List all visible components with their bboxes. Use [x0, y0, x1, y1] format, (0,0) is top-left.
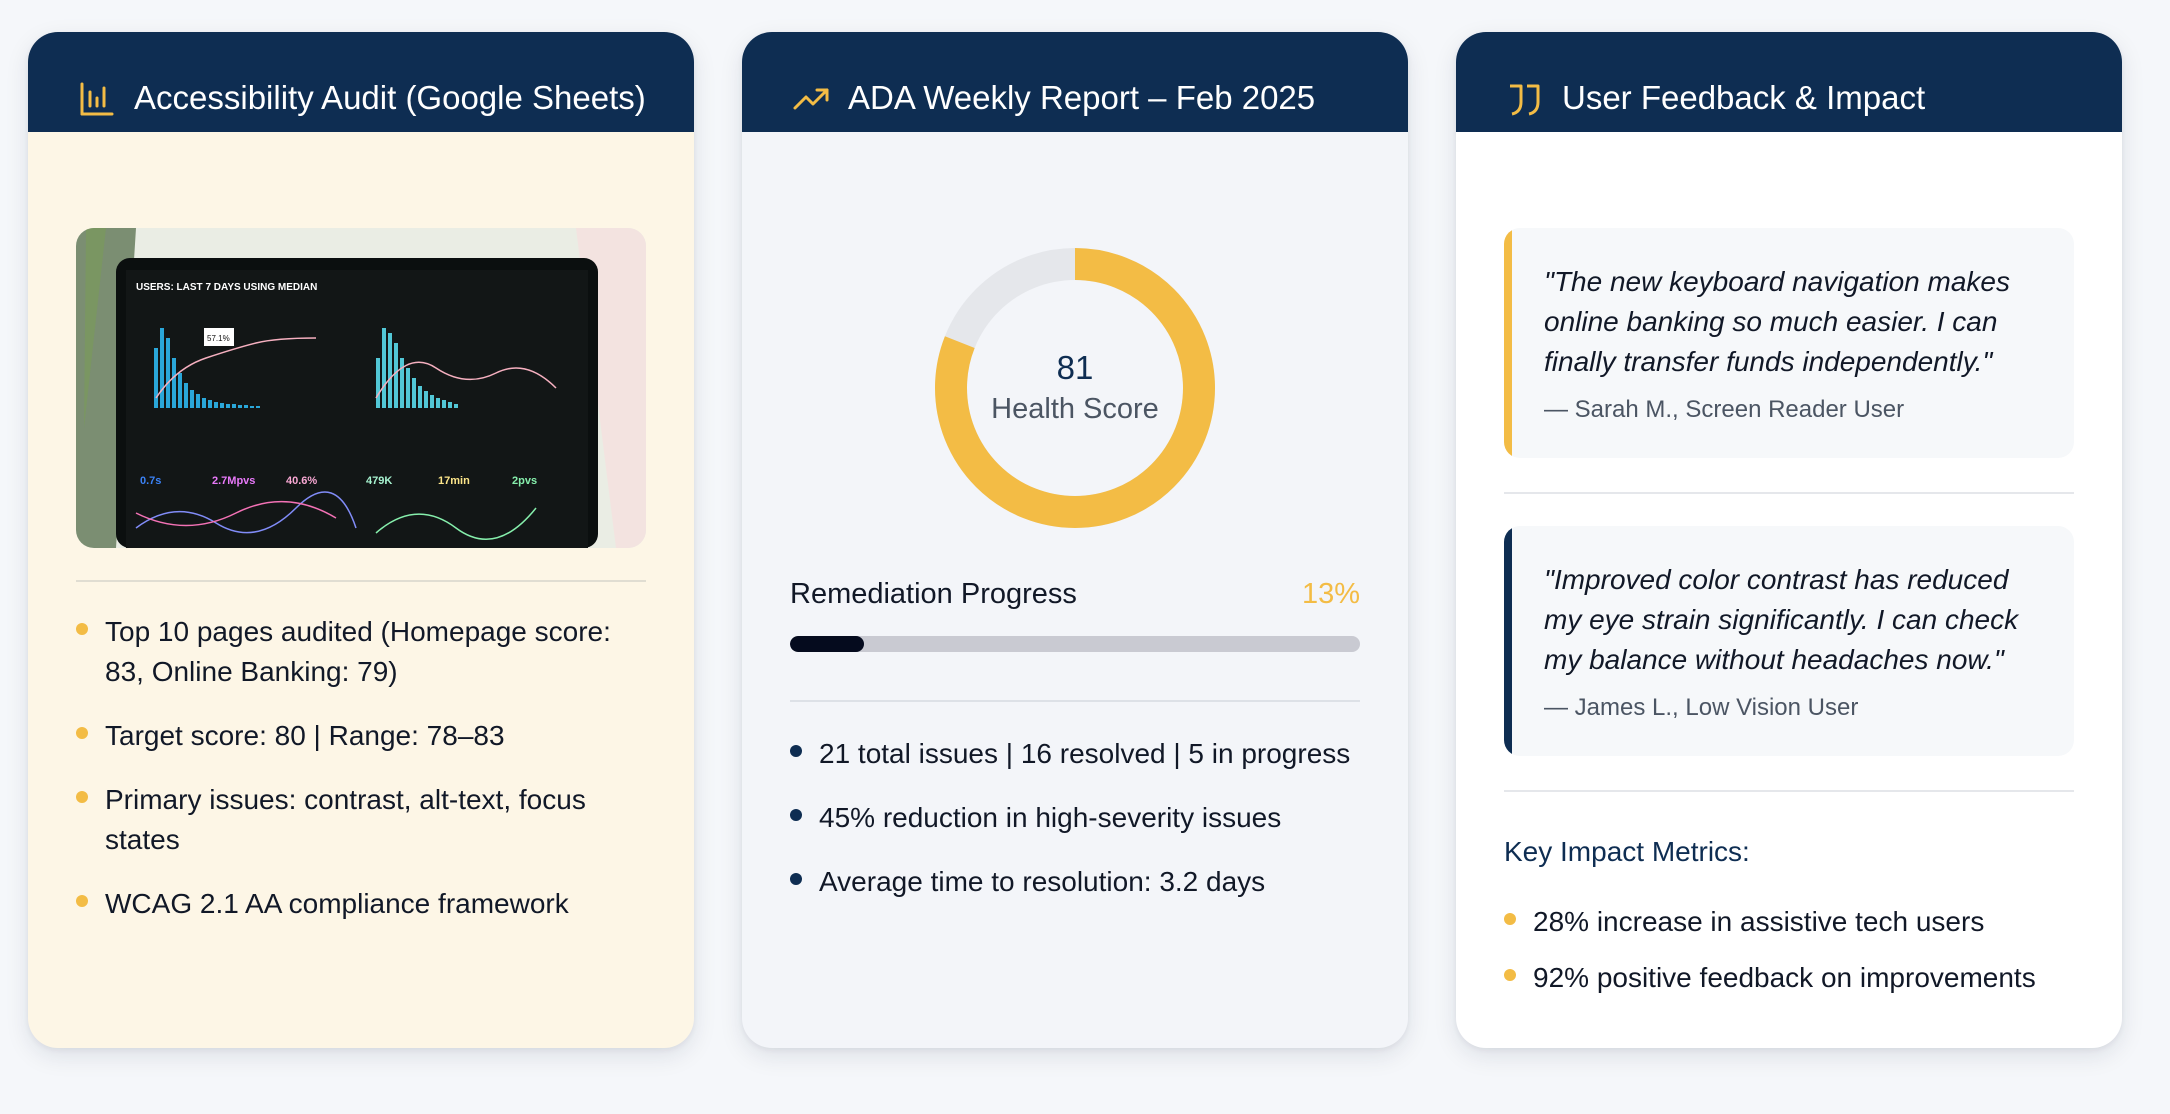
list-item: Target score: 80 | Range: 78–83: [76, 716, 646, 756]
image-stat-1: 0.7s: [140, 475, 161, 487]
quote-accent-bar: [1504, 526, 1512, 756]
image-stat-2: 2.7Mpvs: [212, 475, 255, 487]
weekly-report-card: ADA Weekly Report – Feb 2025 81 Health S…: [742, 32, 1408, 1048]
remediation-progress-percent: 13%: [1301, 578, 1360, 610]
quote-icon: [1510, 84, 1540, 116]
image-stat-3: 40.6%: [286, 475, 317, 487]
health-score-donut: 81 Health Score: [931, 244, 1219, 532]
list-item: 21 total issues | 16 resolved | 5 in pro…: [790, 734, 1360, 774]
remediation-progress-bar: [790, 636, 1360, 652]
user-feedback-card: User Feedback & Impact "The new keyboard…: [1456, 32, 2122, 1048]
image-tooltip: 57.1%: [207, 334, 230, 343]
quote-text: "The new keyboard navigation makes onlin…: [1544, 266, 2010, 377]
image-stat-4: 479K: [366, 475, 392, 487]
audit-card-title: Accessibility Audit (Google Sheets): [134, 79, 646, 116]
feedback-divider: [1504, 790, 2074, 792]
weekly-report-header: ADA Weekly Report – Feb 2025: [742, 32, 1408, 132]
feedback-divider: [1504, 492, 2074, 494]
list-item: Primary issues: contrast, alt-text, focu…: [76, 780, 646, 860]
remediation-progress-fill: [790, 636, 865, 652]
list-item: 45% reduction in high-severity issues: [790, 798, 1360, 838]
list-item: 28% increase in assistive tech users: [1504, 902, 2094, 942]
testimonial-quote: "Improved color contrast has reduced my …: [1504, 526, 2074, 756]
audit-divider: [76, 580, 646, 582]
analytics-dashboard-image: USERS: LAST 7 DAYS USING MEDIAN 57.1%: [76, 228, 646, 548]
list-item: 92% positive feedback on improvements: [1504, 958, 2094, 998]
user-feedback-header: User Feedback & Impact: [1456, 32, 2122, 132]
image-header-text: USERS: LAST 7 DAYS USING MEDIAN: [136, 282, 317, 293]
image-stat-6: 2pvs: [512, 475, 537, 487]
donut-score-arc: [935, 248, 1215, 528]
user-feedback-title: User Feedback & Impact: [1562, 79, 1926, 116]
audit-card: Accessibility Audit (Google Sheets) USER…: [28, 32, 694, 1048]
trending-up-icon: [793, 88, 829, 110]
report-bullet-list: 21 total issues | 16 resolved | 5 in pro…: [790, 734, 1360, 902]
quote-text: "Improved color contrast has reduced my …: [1544, 564, 2019, 675]
list-item: Top 10 pages audited (Homepage score: 83…: [76, 612, 646, 692]
quote-author: — Sarah M., Screen Reader User: [1544, 396, 1905, 423]
list-item: WCAG 2.1 AA compliance framework: [76, 884, 646, 924]
weekly-report-title: ADA Weekly Report – Feb 2025: [848, 79, 1316, 116]
remediation-progress-label: Remediation Progress: [790, 578, 1077, 610]
impact-metrics-list: 28% increase in assistive tech users 92%…: [1504, 902, 2094, 998]
image-stat-5: 17min: [438, 475, 470, 487]
list-item: Average time to resolution: 3.2 days: [790, 862, 1360, 902]
quote-author: — James L., Low Vision User: [1544, 694, 1859, 721]
quote-accent-bar: [1504, 228, 1512, 458]
report-divider: [790, 700, 1360, 702]
impact-metrics-title: Key Impact Metrics:: [1504, 836, 1750, 867]
audit-card-header: Accessibility Audit (Google Sheets): [28, 32, 694, 132]
audit-bullet-list: Top 10 pages audited (Homepage score: 83…: [76, 612, 646, 924]
testimonial-quote: "The new keyboard navigation makes onlin…: [1504, 228, 2074, 458]
health-score-value: 81: [1056, 349, 1094, 386]
bar-chart-icon: [80, 82, 114, 116]
health-score-label: Health Score: [991, 393, 1159, 425]
